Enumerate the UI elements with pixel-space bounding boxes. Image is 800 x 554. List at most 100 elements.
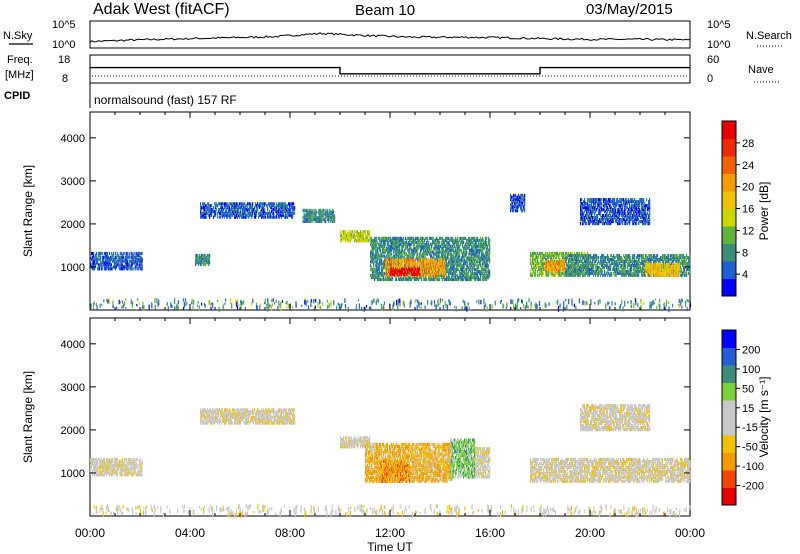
- velocity-colorbar-frame: [721, 329, 737, 506]
- power-echo-region: [565, 254, 691, 277]
- freq-unit-label: [MHz]: [5, 69, 34, 81]
- velocity-colorbar-segment: [722, 452, 736, 471]
- power-yaxis-label: Slant Range [km]: [21, 165, 35, 257]
- power-echo-region: [645, 262, 681, 277]
- nave-right-tick-bottom: 0: [707, 73, 713, 85]
- velocity-colorbar-tick-label: -50: [742, 442, 758, 454]
- power-ytick-label: 1000: [61, 262, 85, 274]
- velocity-echo-region: [380, 460, 411, 483]
- power-echo-region: [340, 230, 371, 243]
- power-colorbar-label: Power [dB]: [757, 182, 771, 241]
- velocity-colorbar-segment: [722, 347, 736, 366]
- velocity-colorbar-segment: [722, 470, 736, 488]
- sky-noise-series: [89, 32, 691, 43]
- velocity-echo-regions: [90, 404, 691, 519]
- power-echo-region: [195, 253, 211, 267]
- velocity-ytick-label: 1000: [61, 468, 85, 480]
- velocity-colorbar-segment: [722, 417, 736, 436]
- power-colorbar-tick-label: 8: [742, 247, 748, 259]
- power-colorbar-segment: [722, 138, 736, 157]
- velocity-yaxis-label: Slant Range [km]: [21, 371, 35, 463]
- station-title: Adak West (fitACF): [93, 1, 230, 18]
- power-echo-region: [510, 193, 526, 213]
- nsky-label: N.Sky: [3, 30, 33, 42]
- power-colorbar: 28 24 20 16 12 8 4: [721, 120, 754, 297]
- noise-trace: [89, 32, 691, 43]
- power-colorbar-tick-label: 24: [742, 160, 754, 172]
- nave-label: Nave: [748, 64, 774, 76]
- velocity-colorbar-segment: [722, 400, 736, 418]
- power-colorbar-tick-label: 20: [742, 182, 754, 194]
- velocity-echo-region: [580, 404, 651, 432]
- power-colorbar-segment: [722, 208, 736, 227]
- power-colorbar-tick-label: 16: [742, 204, 754, 216]
- power-yaxis-ticks: 1000 2000 3000 4000: [61, 112, 691, 310]
- power-echo-region: [200, 202, 296, 219]
- velocity-echo-region: [530, 457, 691, 483]
- time-tick-label: 00:00: [75, 526, 105, 540]
- power-colorbar-segment: [722, 173, 736, 192]
- cpid-text: normalsound (fast) 157 RF: [94, 93, 237, 107]
- power-colorbar-tick-label: 28: [742, 138, 754, 150]
- power-echo-region: [580, 198, 651, 226]
- velocity-ytick-label: 2000: [61, 425, 85, 437]
- velocity-colorbar-segment: [722, 487, 736, 506]
- power-colorbar-segment: [722, 243, 736, 262]
- power-colorbar-tick-label: 12: [742, 225, 754, 237]
- noise-panel: N.Sky 10^5 10^0 10^5 10^0 N.Search: [3, 19, 792, 51]
- nave-right-tick-top: 60: [707, 54, 719, 66]
- velocity-echo-region: [340, 436, 371, 449]
- time-axis-ticks: 00:00 04:00 08:00 12:00 16:00 20:00 00:00: [75, 526, 705, 540]
- velocity-ytick-label: 3000: [61, 382, 85, 394]
- power-echo-region: [302, 208, 336, 223]
- power-echo-region: [390, 267, 421, 276]
- velocity-panel: 1000 2000 3000 4000 Slant Range [km] 200 100…: [21, 317, 771, 554]
- time-tick-label: 04:00: [175, 526, 205, 540]
- velocity-colorbar-tick-label: -200: [742, 481, 764, 493]
- power-colorbar-segment: [722, 278, 736, 297]
- freq-left-tick-bottom: 8: [62, 73, 68, 85]
- noise-left-tick-top: 10^5: [52, 19, 76, 31]
- velocity-colorbar-segment: [722, 365, 736, 383]
- beam-label: Beam 10: [355, 2, 415, 19]
- noise-panel-frame: [89, 20, 691, 49]
- velocity-colorbar: 200 100 50 15 -15 -50 -100 -200: [721, 329, 764, 506]
- power-colorbar-segment: [722, 261, 736, 279]
- power-echo-region: [545, 260, 566, 273]
- time-tick-label: 00:00: [675, 526, 705, 540]
- time-tick-label: 16:00: [475, 526, 505, 540]
- velocity-near-range-scatter: [92, 504, 691, 519]
- velocity-colorbar-segment: [722, 435, 736, 453]
- power-echo-region: [90, 251, 143, 271]
- freq-left-tick-top: 18: [58, 54, 70, 66]
- time-tick-label: 20:00: [575, 526, 605, 540]
- cpid-label: CPID: [4, 90, 30, 102]
- velocity-colorbar-tick-label: 50: [742, 383, 754, 395]
- nsearch-label: N.Search: [746, 30, 792, 42]
- power-echo-regions: [90, 193, 691, 313]
- frequency-panel: Freq. [MHz] 18 8 60 0 Nave CPID normalso…: [4, 54, 779, 108]
- noise-right-tick-bottom: 10^0: [707, 39, 731, 51]
- time-axis-label: Time UT: [367, 540, 413, 554]
- velocity-echo-region: [200, 408, 296, 425]
- power-ytick-label: 2000: [61, 219, 85, 231]
- velocity-yaxis-ticks: 1000 2000 3000 4000: [61, 318, 691, 516]
- date-label: 03/May/2015: [586, 1, 673, 18]
- power-colorbar-tick-label: 4: [742, 269, 748, 281]
- frequency-panel-frame: [89, 54, 691, 84]
- velocity-echo-region: [90, 457, 143, 477]
- power-ytick-label: 4000: [61, 133, 85, 145]
- time-tick-label: 08:00: [275, 526, 305, 540]
- velocity-colorbar-segment: [722, 330, 736, 348]
- velocity-colorbar-label: Velocity [m s⁻¹]: [757, 376, 771, 457]
- velocity-colorbar-tick-label: 200: [742, 344, 760, 356]
- power-panel: 1000 2000 3000 4000 Slant Range [km] 28 24 20…: [21, 111, 771, 313]
- velocity-colorbar-tick-label: -100: [742, 461, 764, 473]
- velocity-echo-region: [475, 447, 491, 479]
- time-tick-label: 12:00: [375, 526, 405, 540]
- power-colorbar-segment: [722, 191, 736, 209]
- power-colorbar-segment: [722, 156, 736, 174]
- frequency-step-line: [90, 66, 690, 75]
- velocity-colorbar-tick-label: -15: [742, 422, 758, 434]
